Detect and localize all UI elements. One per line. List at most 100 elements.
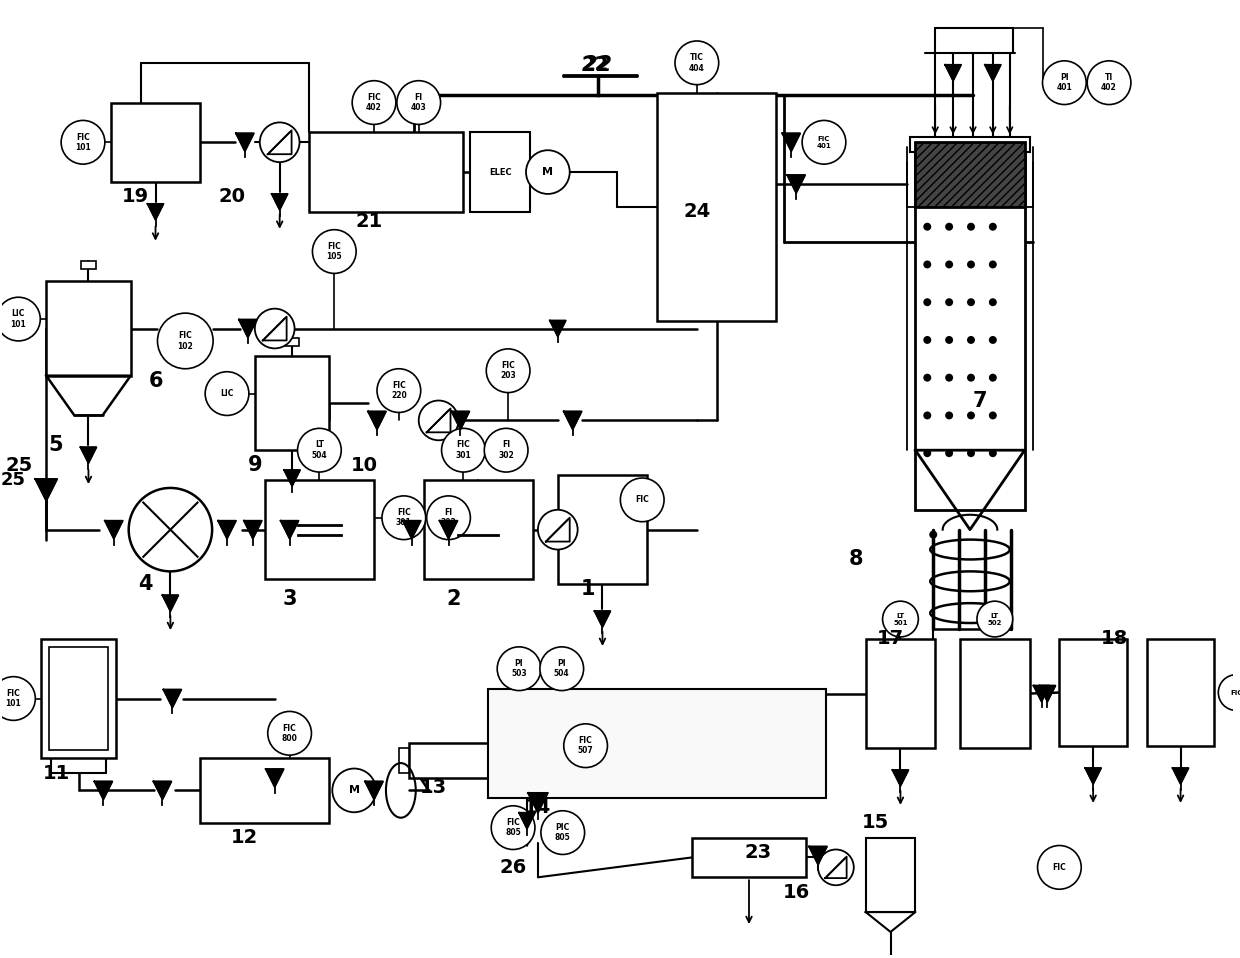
Polygon shape — [105, 521, 123, 538]
Circle shape — [967, 298, 975, 307]
Polygon shape — [564, 411, 582, 429]
Text: FI
302: FI 302 — [440, 508, 456, 528]
Text: 22: 22 — [582, 56, 609, 75]
Circle shape — [1038, 846, 1081, 889]
Circle shape — [945, 336, 954, 344]
Text: 14: 14 — [525, 798, 552, 817]
Polygon shape — [365, 782, 383, 799]
Bar — [285, 338, 299, 346]
Circle shape — [419, 400, 459, 441]
Circle shape — [255, 308, 295, 349]
Circle shape — [205, 372, 249, 416]
Text: 26: 26 — [500, 857, 527, 877]
Text: FIC
203: FIC 203 — [500, 361, 516, 380]
Text: 16: 16 — [782, 882, 810, 901]
Text: PI
503: PI 503 — [511, 659, 527, 678]
Bar — [910, 137, 1029, 152]
Text: 19: 19 — [122, 188, 149, 206]
Circle shape — [988, 222, 997, 231]
Circle shape — [945, 449, 954, 457]
Text: FIC
800: FIC 800 — [281, 723, 298, 743]
Polygon shape — [148, 204, 164, 219]
Text: 2: 2 — [446, 589, 461, 609]
Text: FIC: FIC — [635, 495, 649, 504]
Circle shape — [967, 449, 975, 457]
Polygon shape — [1039, 686, 1055, 701]
Polygon shape — [782, 133, 800, 151]
Circle shape — [967, 336, 975, 344]
Text: 22: 22 — [582, 55, 613, 75]
Bar — [960, 639, 1029, 748]
Bar — [866, 639, 935, 748]
Bar — [409, 743, 508, 778]
Circle shape — [1043, 60, 1086, 104]
Bar — [558, 475, 647, 584]
Circle shape — [157, 313, 213, 369]
Polygon shape — [81, 447, 97, 463]
Text: 8: 8 — [848, 550, 863, 569]
Text: FIC
402: FIC 402 — [366, 93, 382, 112]
Polygon shape — [403, 521, 420, 538]
Polygon shape — [787, 175, 805, 193]
Text: FIC: FIC — [1053, 863, 1066, 872]
Bar — [110, 103, 200, 182]
Bar — [310, 132, 464, 212]
Polygon shape — [154, 782, 171, 799]
Text: M: M — [542, 167, 553, 177]
Bar — [692, 837, 806, 878]
Circle shape — [61, 121, 105, 164]
Text: FIC
220: FIC 220 — [391, 381, 407, 400]
Text: M: M — [348, 786, 360, 795]
Circle shape — [0, 676, 35, 720]
Circle shape — [620, 478, 665, 522]
Bar — [41, 639, 115, 758]
Text: FIC
507: FIC 507 — [578, 736, 594, 756]
Text: 18: 18 — [1100, 629, 1127, 649]
Text: PI
401: PI 401 — [1056, 73, 1073, 92]
Text: FIC
102: FIC 102 — [177, 331, 193, 351]
Circle shape — [945, 298, 954, 307]
Circle shape — [924, 411, 931, 420]
Circle shape — [924, 298, 931, 307]
Polygon shape — [265, 769, 284, 787]
Circle shape — [818, 850, 854, 885]
Circle shape — [883, 602, 919, 637]
Circle shape — [298, 428, 341, 472]
Circle shape — [924, 336, 931, 344]
Bar — [657, 93, 776, 321]
Circle shape — [486, 349, 529, 393]
Text: FIC
301: FIC 301 — [455, 441, 471, 460]
Polygon shape — [1173, 768, 1188, 784]
Circle shape — [538, 510, 578, 550]
Text: 1: 1 — [580, 580, 595, 600]
Bar — [508, 748, 518, 773]
Circle shape — [967, 222, 975, 231]
Polygon shape — [451, 411, 470, 429]
Text: ELEC: ELEC — [489, 168, 511, 176]
Text: LIC: LIC — [221, 389, 233, 399]
Polygon shape — [528, 793, 548, 812]
Circle shape — [988, 411, 997, 420]
Text: PIC
805: PIC 805 — [554, 823, 570, 842]
Bar — [424, 480, 533, 580]
Polygon shape — [368, 411, 386, 429]
Circle shape — [967, 411, 975, 420]
Polygon shape — [893, 770, 909, 786]
Circle shape — [924, 374, 931, 381]
Text: LT
501: LT 501 — [893, 612, 908, 626]
Circle shape — [988, 374, 997, 381]
Text: 7: 7 — [972, 391, 987, 411]
Circle shape — [988, 298, 997, 307]
Circle shape — [491, 806, 534, 850]
Circle shape — [260, 123, 300, 162]
Circle shape — [485, 428, 528, 472]
Polygon shape — [1085, 768, 1101, 784]
Text: FIC
105: FIC 105 — [326, 241, 342, 262]
Circle shape — [967, 261, 975, 268]
Circle shape — [945, 222, 954, 231]
Polygon shape — [244, 521, 262, 538]
Circle shape — [924, 449, 931, 457]
Polygon shape — [549, 321, 565, 336]
Text: 21: 21 — [356, 213, 383, 231]
Text: 20: 20 — [218, 188, 246, 206]
